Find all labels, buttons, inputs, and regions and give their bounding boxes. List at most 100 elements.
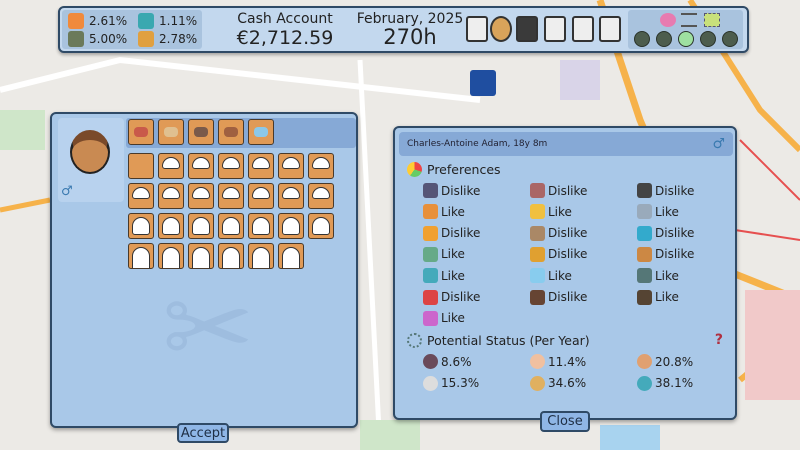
preference-value: Dislike bbox=[548, 183, 588, 198]
rate-house: 2.78% bbox=[138, 31, 197, 47]
hairstyle-option[interactable] bbox=[188, 153, 214, 179]
hand-icon bbox=[637, 354, 652, 369]
accept-button[interactable]: Accept bbox=[177, 423, 229, 443]
hairstyle-option[interactable] bbox=[158, 153, 184, 179]
stock-chart-icon[interactable] bbox=[516, 16, 538, 42]
preference-item: Dislike bbox=[530, 289, 587, 305]
hairstyle-preview bbox=[162, 187, 180, 199]
hairstyle-option[interactable] bbox=[128, 213, 154, 239]
hairstyle-option[interactable] bbox=[128, 153, 154, 179]
preference-item: Dislike bbox=[423, 289, 480, 305]
hairstyle-option[interactable] bbox=[128, 243, 154, 269]
hairstyle-preview bbox=[252, 217, 270, 235]
preference-item: Like bbox=[423, 246, 465, 262]
robot-icon bbox=[530, 225, 545, 241]
preference-item: Dislike bbox=[530, 246, 587, 262]
question-mark-icon[interactable]: ? bbox=[714, 332, 723, 348]
hairstyle-option[interactable] bbox=[188, 243, 214, 269]
preference-value: Like bbox=[548, 204, 572, 219]
hairstyle-option[interactable] bbox=[278, 213, 304, 239]
document-list-icon[interactable] bbox=[466, 16, 488, 42]
preference-value: Dislike bbox=[655, 226, 695, 241]
cosmetics-icon bbox=[194, 127, 208, 137]
status-value: 34.6% bbox=[548, 376, 587, 390]
hairstyle-option[interactable] bbox=[248, 213, 274, 239]
preference-item: Dislike bbox=[423, 225, 481, 241]
hairstyle-option[interactable] bbox=[158, 183, 184, 209]
map-compass-icon[interactable] bbox=[599, 16, 621, 42]
status-item: 34.6% bbox=[530, 375, 587, 391]
status-item: 20.8% bbox=[637, 354, 693, 369]
hairstyle-option[interactable] bbox=[188, 183, 214, 209]
hairstyle-preview bbox=[162, 157, 180, 169]
close-button[interactable]: Close bbox=[540, 411, 590, 432]
hairstyle-option[interactable] bbox=[218, 243, 244, 269]
investment-icon bbox=[138, 13, 154, 29]
shopping-bags-icon bbox=[423, 289, 438, 305]
people-network-icon[interactable] bbox=[490, 16, 512, 42]
clock-icon bbox=[423, 183, 438, 198]
hairstyle-preview bbox=[312, 217, 330, 235]
preference-item: Dislike bbox=[530, 225, 587, 241]
status-value: 20.8% bbox=[655, 354, 694, 369]
preference-value: Like bbox=[441, 204, 465, 219]
money-house-icon bbox=[138, 31, 154, 47]
preference-item: Like bbox=[423, 310, 465, 326]
spreadsheet-icon[interactable] bbox=[572, 16, 594, 42]
hairstyle-option[interactable] bbox=[308, 153, 334, 179]
preference-value: Like bbox=[441, 268, 465, 283]
hairstyle-preview bbox=[312, 187, 330, 199]
flower-icon bbox=[423, 310, 438, 326]
beard-tab[interactable] bbox=[158, 119, 184, 145]
glasses-tab[interactable] bbox=[248, 119, 274, 145]
hairstyle-option[interactable] bbox=[308, 213, 334, 239]
hairstyle-option[interactable] bbox=[128, 183, 154, 209]
screenshot-icon[interactable] bbox=[704, 13, 720, 27]
hairstyle-option[interactable] bbox=[158, 213, 184, 239]
hairstyle-option[interactable] bbox=[248, 243, 274, 269]
hairstyle-option[interactable] bbox=[278, 243, 304, 269]
hairstyle-preview bbox=[222, 187, 240, 199]
eyebrows-tab[interactable] bbox=[218, 119, 244, 145]
hairstyle-option[interactable] bbox=[158, 243, 184, 269]
status-item: 15.3% bbox=[423, 375, 480, 391]
hairstyle-preview bbox=[132, 247, 150, 268]
hairstyle-option[interactable] bbox=[218, 183, 244, 209]
play-icon[interactable] bbox=[678, 31, 694, 47]
hairstyle-option[interactable] bbox=[278, 183, 304, 209]
head-stress-icon bbox=[530, 354, 545, 369]
hours-remaining: 270h bbox=[383, 25, 437, 49]
pause-icon[interactable] bbox=[634, 31, 650, 47]
preference-value: Dislike bbox=[441, 226, 481, 241]
chess-piece-icon bbox=[637, 375, 652, 391]
top-bar: 2.61% 1.11% 5.00% 2.78% Cash Account €2,… bbox=[58, 6, 749, 53]
sleep-moon-icon bbox=[530, 204, 545, 220]
preference-value: Like bbox=[441, 247, 465, 262]
hairstyle-option[interactable] bbox=[248, 183, 274, 209]
hairstyle-option[interactable] bbox=[188, 213, 214, 239]
music-icon[interactable] bbox=[660, 13, 676, 27]
preferences-heading: Preferences bbox=[407, 162, 501, 177]
preference-item: Like bbox=[530, 204, 572, 220]
cosmetics-tab[interactable] bbox=[188, 119, 214, 145]
hairstyle-option[interactable] bbox=[308, 183, 334, 209]
report-icon[interactable] bbox=[544, 16, 566, 42]
play-slow-icon[interactable] bbox=[656, 31, 672, 47]
status-value: 8.6% bbox=[441, 354, 472, 369]
hairstyle-option[interactable] bbox=[278, 153, 304, 179]
preference-value: Like bbox=[548, 268, 572, 283]
haircut-tab[interactable] bbox=[128, 119, 154, 145]
hairstyle-option[interactable] bbox=[218, 213, 244, 239]
bottle-icon bbox=[423, 268, 438, 284]
status-value: 15.3% bbox=[441, 376, 480, 390]
list-icon[interactable] bbox=[681, 13, 697, 27]
hairstyle-option[interactable] bbox=[218, 153, 244, 179]
status-value: 38.1% bbox=[655, 376, 694, 390]
male-symbol-icon: ♂ bbox=[712, 136, 725, 152]
preference-item: Dislike bbox=[637, 225, 695, 241]
hairstyle-preview bbox=[282, 157, 300, 169]
fastest-icon[interactable] bbox=[722, 31, 738, 47]
fast-forward-icon[interactable] bbox=[700, 31, 716, 47]
glasses-icon bbox=[254, 127, 268, 137]
hairstyle-option[interactable] bbox=[248, 153, 274, 179]
